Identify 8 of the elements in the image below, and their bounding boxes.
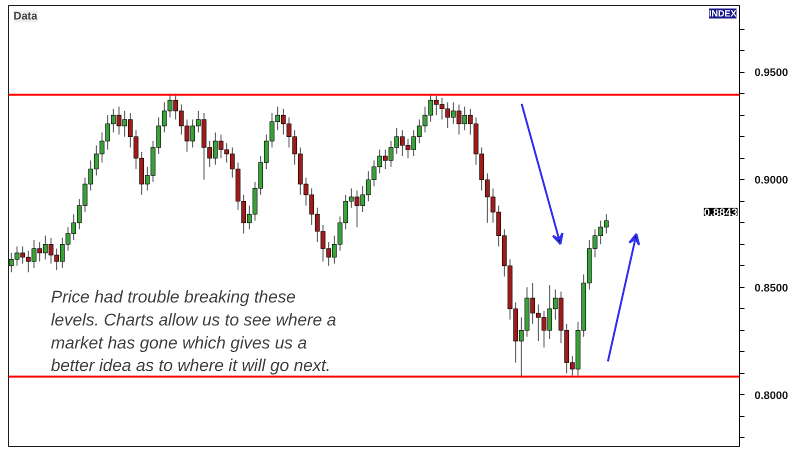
annotation: INDEX bbox=[708, 8, 737, 18]
annotation: Data bbox=[14, 10, 38, 22]
y-tick-label: 0.8000 bbox=[754, 390, 788, 402]
y-tick-label: 0.9500 bbox=[754, 67, 788, 80]
y-tick-label: 0.9000 bbox=[754, 174, 788, 187]
y-tick-label: 0.8500 bbox=[754, 282, 788, 294]
annotation: Price had trouble breaking these levels. Charts allow us to see where a market has gone which gives us a better idea as to where it will go next. bbox=[50, 288, 336, 376]
annotation: 0.8843 bbox=[704, 206, 738, 219]
